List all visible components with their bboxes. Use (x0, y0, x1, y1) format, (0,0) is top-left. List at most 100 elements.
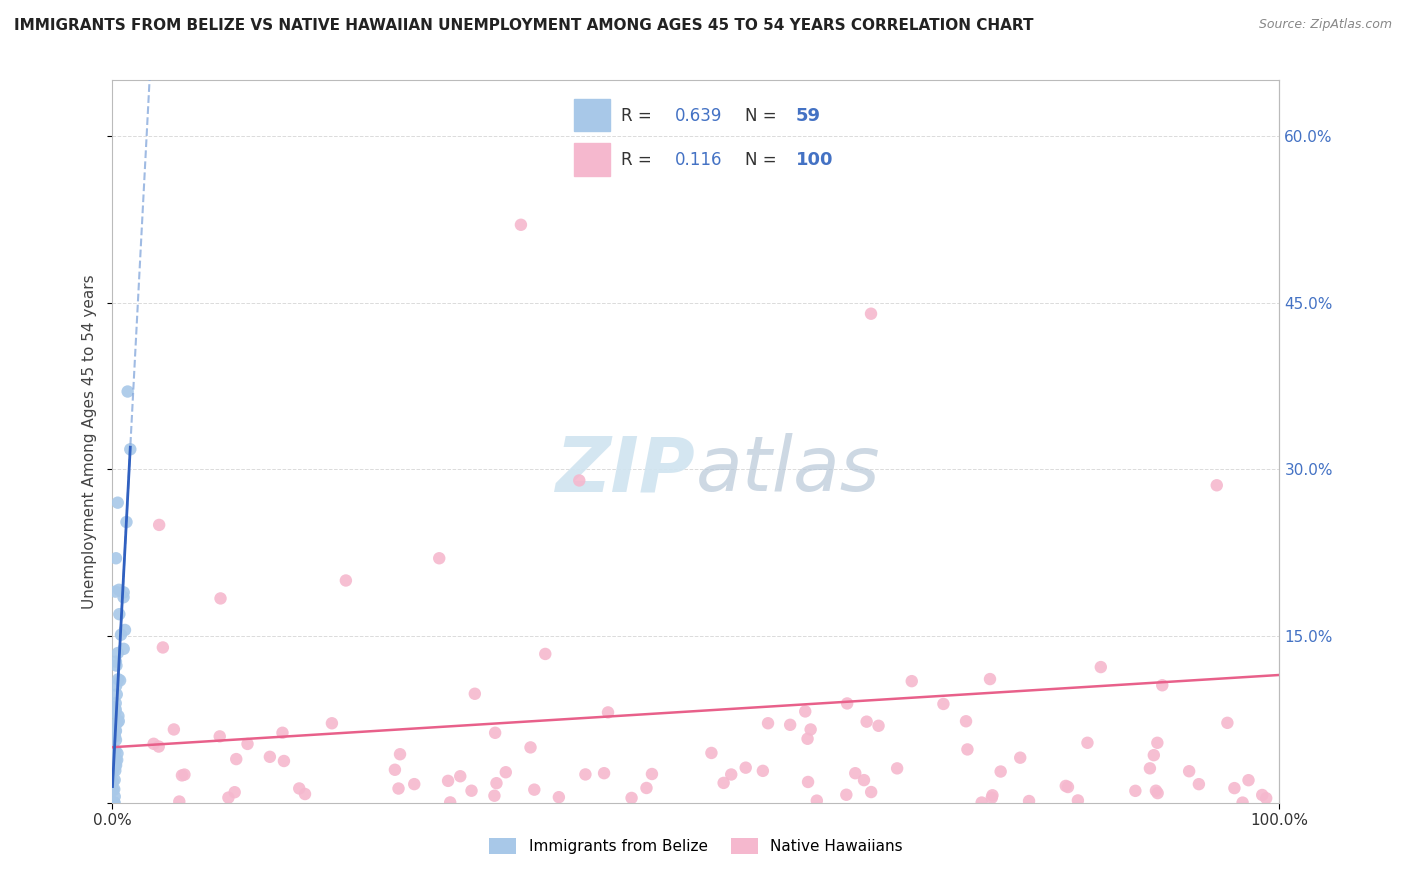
Point (169, 795, 191, 809)
Point (105, 753, 128, 767)
Point (1256, 791, 1278, 805)
Point (225, 752, 247, 766)
Point (271, 725, 294, 739)
Point (105, 758, 128, 772)
Point (464, 687, 486, 701)
Point (568, 474, 591, 488)
Point (700, 746, 723, 760)
Point (104, 724, 127, 739)
Point (837, 697, 859, 711)
Point (103, 702, 125, 716)
Text: 100: 100 (796, 151, 834, 169)
Point (103, 744, 125, 758)
Point (636, 780, 658, 795)
Text: 0.116: 0.116 (675, 151, 723, 169)
Point (932, 697, 955, 711)
Point (104, 764, 127, 778)
FancyBboxPatch shape (574, 99, 610, 131)
Point (1143, 748, 1166, 763)
Point (886, 761, 908, 775)
Point (288, 781, 311, 796)
Point (484, 726, 506, 740)
Point (101, 783, 124, 797)
Point (110, 628, 132, 642)
Point (101, 796, 124, 810)
Point (104, 655, 127, 669)
Point (104, 745, 127, 759)
Point (104, 696, 127, 710)
Point (1057, 780, 1080, 794)
Point (797, 775, 820, 789)
Point (103, 796, 125, 810)
Point (596, 706, 619, 720)
Legend: Immigrants from Belize, Native Hawaiians: Immigrants from Belize, Native Hawaiians (482, 832, 910, 860)
Point (105, 687, 128, 701)
Point (956, 742, 979, 756)
Point (101, 775, 124, 789)
Point (1152, 678, 1174, 692)
Point (112, 591, 135, 605)
Point (209, 591, 232, 606)
Point (107, 714, 129, 728)
Point (163, 723, 186, 737)
Point (1018, 794, 1040, 808)
Point (868, 719, 890, 733)
Point (114, 623, 136, 637)
Point (593, 766, 616, 780)
Point (574, 767, 596, 781)
Point (1223, 781, 1246, 796)
Point (756, 716, 779, 731)
Point (460, 783, 482, 797)
Point (855, 714, 877, 729)
Text: R =: R = (621, 107, 658, 125)
Point (1146, 786, 1168, 800)
Text: IMMIGRANTS FROM BELIZE VS NATIVE HAWAIIAN UNEMPLOYMENT AMONG AGES 45 TO 54 YEARS: IMMIGRANTS FROM BELIZE VS NATIVE HAWAIIA… (14, 18, 1033, 33)
Point (101, 761, 124, 775)
Point (107, 673, 129, 687)
Point (1232, 796, 1254, 810)
Point (115, 515, 138, 529)
Point (117, 384, 139, 399)
Point (108, 673, 131, 688)
Point (1067, 793, 1090, 807)
Point (107, 715, 129, 730)
Point (449, 769, 471, 783)
Point (236, 737, 259, 751)
Point (103, 796, 125, 810)
Point (713, 776, 735, 790)
Point (547, 790, 569, 805)
Point (148, 739, 170, 754)
Point (148, 517, 170, 532)
Point (860, 307, 883, 321)
Point (105, 679, 128, 693)
Point (142, 737, 165, 751)
Point (107, 646, 129, 660)
Point (104, 752, 127, 766)
Point (990, 764, 1012, 779)
Point (860, 785, 883, 799)
Point (485, 776, 508, 790)
Point (103, 756, 125, 771)
Point (620, 791, 643, 805)
Point (294, 787, 316, 801)
Point (1054, 779, 1077, 793)
Point (104, 733, 127, 747)
Point (120, 442, 142, 457)
Point (794, 705, 817, 719)
Point (273, 754, 295, 768)
Point (104, 772, 127, 787)
Point (495, 765, 517, 780)
Point (112, 585, 135, 599)
Point (1216, 715, 1239, 730)
Point (806, 794, 828, 808)
Point (104, 723, 127, 738)
Y-axis label: Unemployment Among Ages 45 to 54 years: Unemployment Among Ages 45 to 54 years (82, 274, 97, 609)
Point (108, 582, 131, 597)
Point (224, 785, 246, 799)
Point (104, 789, 127, 804)
Point (104, 551, 127, 566)
Point (1188, 777, 1211, 791)
Point (104, 730, 127, 744)
Point (1139, 761, 1161, 775)
Text: 0.639: 0.639 (675, 107, 721, 125)
